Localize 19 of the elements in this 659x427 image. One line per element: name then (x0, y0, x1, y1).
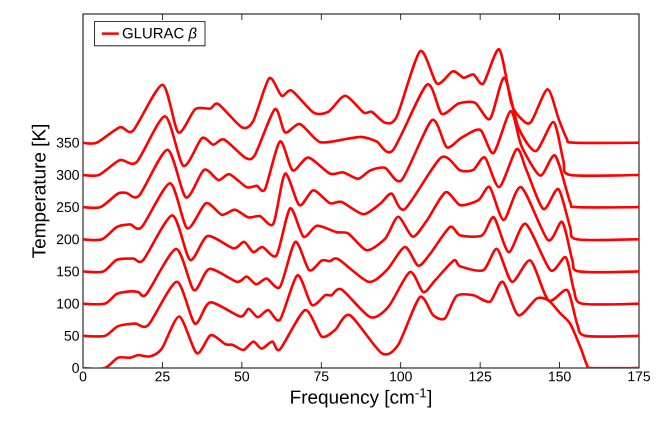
x-tick-label: 100 (390, 372, 412, 382)
x-tick-label: 50 (234, 372, 250, 382)
y-tick-label: 350 (56, 138, 79, 148)
y-tick-label: 50 (64, 330, 79, 341)
y-axis-title: Temperature [K] (32, 125, 50, 258)
x-tick-label: 25 (155, 372, 170, 382)
y-tick-label: 300 (56, 170, 79, 180)
x-tick-label: 125 (470, 372, 492, 382)
legend-label: GLURAC β (122, 27, 197, 42)
y-tick-label: 200 (56, 234, 79, 244)
x-tick-label: 175 (628, 372, 650, 382)
y-tick-label: 0 (72, 363, 79, 373)
y-tick-label: 100 (57, 298, 79, 309)
y-tick-label: 250 (56, 202, 79, 212)
y-tick-label: 150 (57, 266, 79, 276)
x-tick-label: 0 (80, 372, 86, 382)
x-axis-title: Frequency [cm$^{-1}$] (291, 388, 432, 408)
x-tick-label: 75 (314, 372, 328, 382)
x-tick-label: 150 (549, 372, 571, 382)
